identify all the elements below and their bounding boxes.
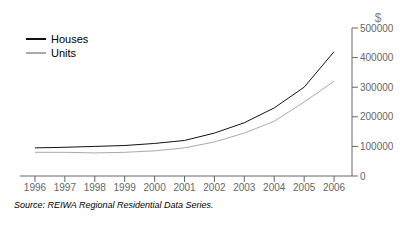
svg-text:300000: 300000 — [360, 82, 394, 93]
svg-text:2002: 2002 — [203, 182, 226, 193]
svg-text:400000: 400000 — [360, 52, 394, 63]
svg-text:500000: 500000 — [360, 22, 394, 34]
svg-text:2006: 2006 — [323, 182, 346, 193]
svg-text:0: 0 — [360, 171, 366, 182]
svg-text:2001: 2001 — [173, 182, 196, 193]
svg-text:2005: 2005 — [293, 182, 316, 193]
svg-text:100000: 100000 — [360, 141, 394, 152]
svg-text:1996: 1996 — [24, 182, 47, 193]
svg-text:2004: 2004 — [263, 182, 286, 193]
html-text:Units: Units — [51, 47, 77, 59]
svg-text:2000: 2000 — [143, 182, 166, 193]
svg-text:$: $ — [375, 11, 382, 25]
svg-text:1998: 1998 — [84, 182, 107, 193]
html-text:Source: REIWA Regional Residen: Source: REIWA Regional Residential Data … — [14, 200, 214, 210]
svg-text:1999: 1999 — [114, 182, 137, 193]
svg-text:2003: 2003 — [233, 182, 256, 193]
svg-text:1997: 1997 — [54, 182, 77, 193]
html-text:Houses: Houses — [51, 33, 89, 45]
svg-text:200000: 200000 — [360, 111, 394, 122]
